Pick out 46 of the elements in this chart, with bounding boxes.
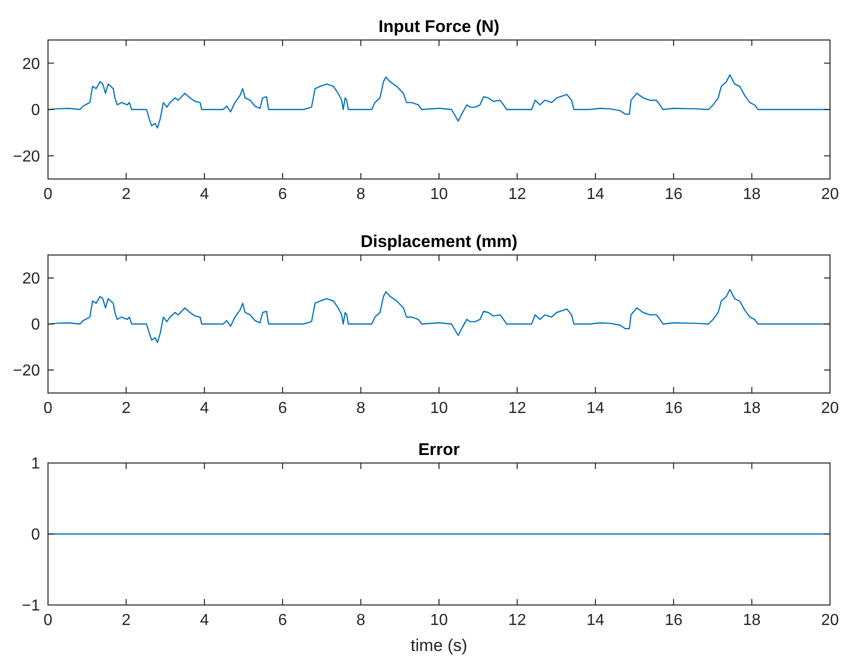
x-tick-label: 12: [508, 186, 526, 203]
x-tick-label: 4: [200, 612, 209, 629]
y-tick-label: 1: [31, 456, 40, 473]
y-tick-label: 0: [31, 316, 40, 334]
x-axis-title: time (s): [410, 636, 468, 655]
x-tick-label: 0: [44, 186, 53, 203]
x-tick-label: 6: [278, 612, 288, 629]
x-tick-label: 10: [430, 612, 448, 629]
x-tick-label: 14: [586, 612, 604, 629]
x-tick-label: 8: [356, 186, 366, 203]
y-tick-label: 20: [22, 270, 40, 288]
chart-title: Input Force (N): [378, 17, 500, 36]
y-tick-label: 20: [22, 56, 40, 73]
y-tick-label: 0: [31, 526, 40, 544]
x-tick-label: 20: [821, 612, 839, 629]
x-tick-label: 18: [742, 400, 761, 417]
x-tick-label: 4: [200, 186, 209, 203]
x-tick-label: 16: [664, 186, 683, 203]
x-tick-label: 18: [742, 612, 761, 629]
x-tick-label: 2: [122, 400, 131, 417]
x-tick-label: 8: [356, 612, 366, 629]
y-tick-label: −20: [12, 148, 40, 166]
chart-title: Error: [418, 440, 460, 459]
x-tick-label: 12: [508, 612, 526, 629]
x-tick-label: 2: [122, 186, 131, 203]
x-tick-label: 8: [356, 400, 366, 417]
x-tick-label: 6: [278, 400, 288, 417]
x-tick-label: 2: [122, 612, 131, 629]
x-tick-label: 20: [821, 400, 839, 417]
x-tick-label: 14: [586, 186, 604, 203]
x-tick-label: 0: [44, 400, 53, 417]
x-tick-label: 18: [742, 186, 761, 203]
x-tick-label: 0: [44, 612, 53, 629]
y-tick-label: 0: [31, 102, 40, 120]
x-tick-label: 20: [821, 186, 839, 203]
x-tick-label: 10: [430, 186, 448, 203]
x-tick-label: 14: [586, 400, 604, 417]
y-tick-label: −1: [22, 598, 40, 615]
x-tick-label: 12: [508, 400, 526, 417]
x-tick-label: 6: [278, 186, 288, 203]
x-tick-label: 4: [200, 400, 209, 417]
chart-title: Displacement (mm): [360, 232, 518, 251]
x-tick-label: 10: [430, 400, 448, 417]
x-tick-label: 16: [664, 612, 683, 629]
x-tick-label: 16: [664, 400, 683, 417]
y-tick-label: −20: [12, 362, 40, 380]
